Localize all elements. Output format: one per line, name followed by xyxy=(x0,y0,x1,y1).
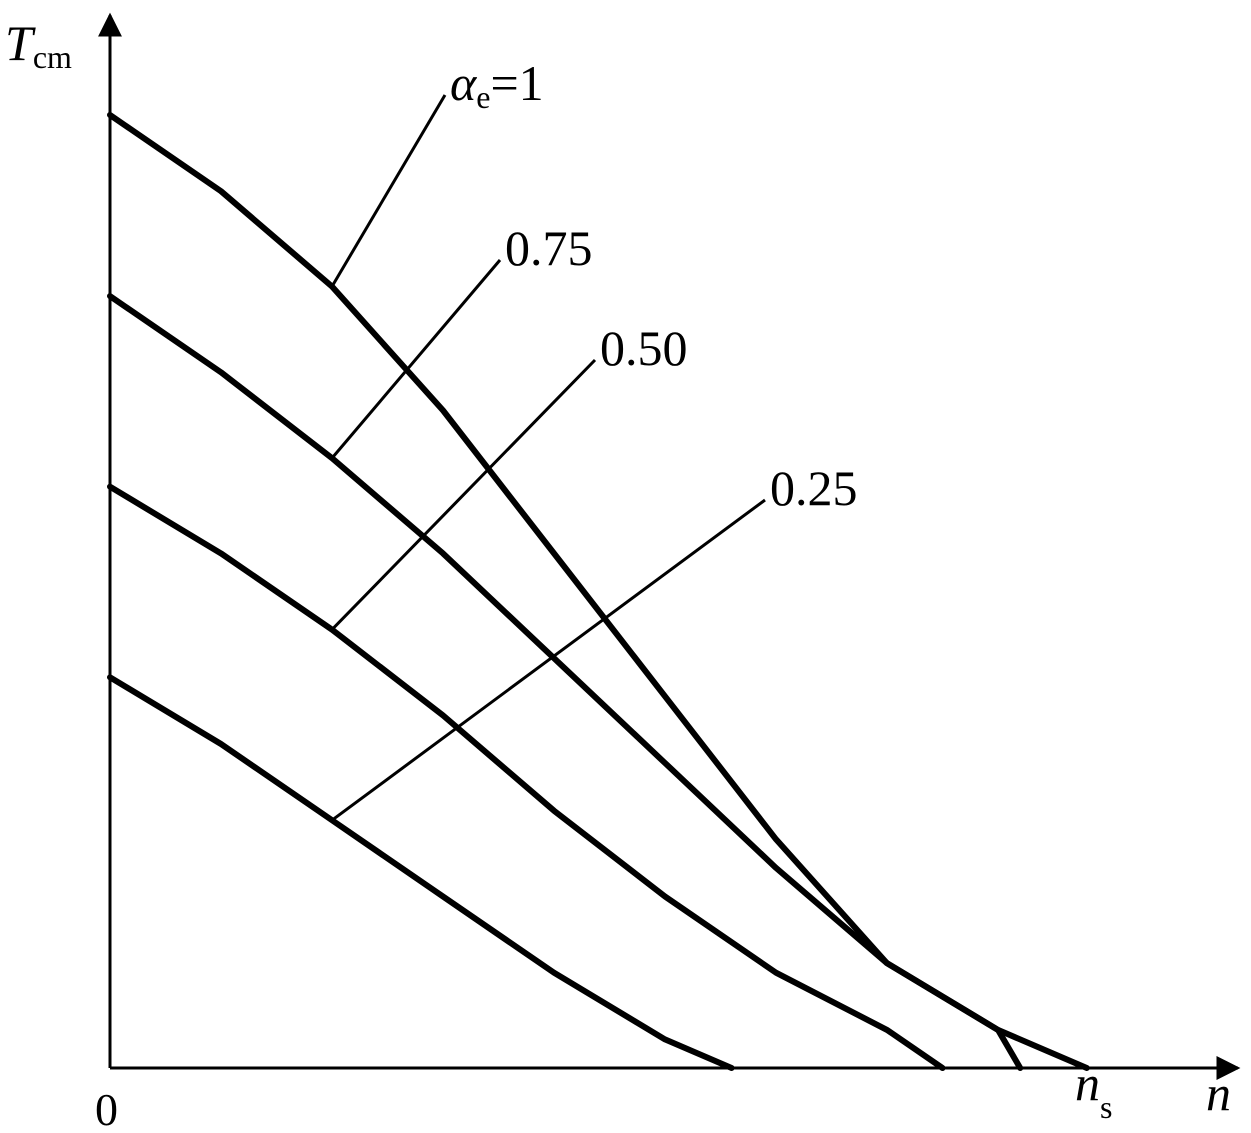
y-axis-label: Tcm xyxy=(5,15,72,75)
series-label-2: 0.75 xyxy=(505,220,593,276)
x-axis-label: n xyxy=(1206,1065,1231,1121)
leader-line-3 xyxy=(330,358,597,631)
series-label-3: 0.50 xyxy=(600,320,688,376)
leader-line-2 xyxy=(330,259,502,460)
series-line-1 xyxy=(107,112,1090,1071)
series-line-4 xyxy=(107,674,735,1071)
leader-line-4 xyxy=(331,498,766,822)
leader-line-1 xyxy=(330,94,447,288)
series-label-1: αe=1 xyxy=(450,55,544,115)
series-line-3 xyxy=(107,483,946,1071)
series-line-2 xyxy=(107,293,1024,1071)
origin-label: 0 xyxy=(95,1084,118,1133)
series-label-4: 0.25 xyxy=(770,460,858,516)
